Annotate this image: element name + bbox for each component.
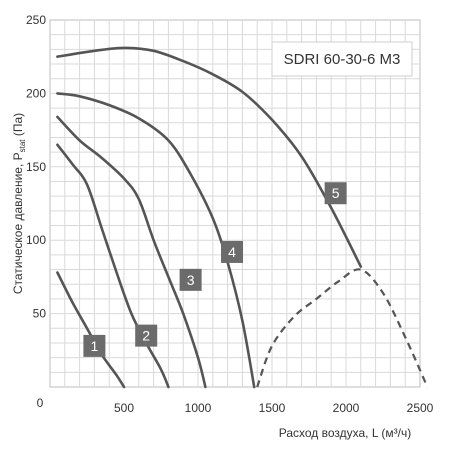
curves <box>56 46 429 389</box>
curve-label-text: 4 <box>228 244 236 260</box>
y-tick-label: 50 <box>33 307 47 321</box>
title-box: SDRI 60-30-6 M3 <box>271 41 413 77</box>
chart-title: SDRI 60-30-6 M3 <box>284 51 401 68</box>
curve-label-box <box>179 268 202 291</box>
curve-label-box <box>135 324 158 347</box>
curve-label-box <box>324 182 347 205</box>
tick-labels: 0 500 1000 1500 2000 2500 50 100 150 200 250 <box>26 13 434 415</box>
curve-labels: 1 2 3 4 5 <box>83 182 347 357</box>
x-tick-label: 2000 <box>333 401 360 415</box>
y-axis-label-tail: (Па) <box>11 113 25 140</box>
y-axis-label: Статическое давление, Pstat (Па) <box>11 113 27 294</box>
x-tick-label: 1000 <box>185 401 212 415</box>
x-axis-label: Расход воздуха, L (м³/ч) <box>279 426 412 440</box>
curve-label-4: 4 <box>221 240 244 263</box>
limit-curve-dashed <box>256 268 429 388</box>
y-axis-label-main: Статическое давление, P <box>11 152 25 294</box>
curve-label-3: 3 <box>179 268 202 291</box>
y-tick-label: 150 <box>26 160 46 174</box>
y-tick-label: 100 <box>26 233 46 247</box>
x-tick-label: 500 <box>114 401 134 415</box>
curve-label-1: 1 <box>83 334 106 357</box>
curve-label-text: 5 <box>332 185 340 201</box>
y-axis-label-sub: stat <box>18 139 27 153</box>
curve-5 <box>56 46 363 268</box>
curve-label-5: 5 <box>324 182 347 205</box>
plot-frame <box>49 19 421 388</box>
y-tick-label: 200 <box>26 86 46 100</box>
curve-4 <box>56 92 256 389</box>
curve-label-box <box>221 240 244 263</box>
curve-label-2: 2 <box>135 324 158 347</box>
curve-label-text: 3 <box>187 272 195 288</box>
curve-label-text: 2 <box>142 328 150 344</box>
y-tick-label: 250 <box>26 13 46 27</box>
tick-label-origin: 0 <box>37 396 44 410</box>
x-tick-label: 2500 <box>407 401 434 415</box>
curve-2 <box>56 143 170 389</box>
curve-label-box <box>83 334 106 357</box>
curve-label-text: 1 <box>91 338 99 354</box>
x-tick-label: 1500 <box>259 401 286 415</box>
curve-3 <box>56 115 207 389</box>
